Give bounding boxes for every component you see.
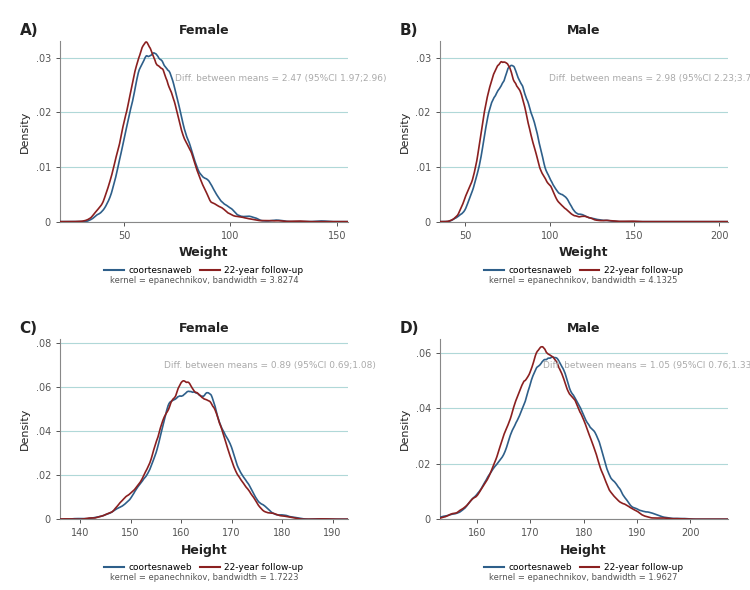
Text: kernel = epanechnikov, bandwidth = 3.8274: kernel = epanechnikov, bandwidth = 3.827… <box>110 276 298 285</box>
Text: A): A) <box>20 23 38 38</box>
Text: kernel = epanechnikov, bandwidth = 1.9627: kernel = epanechnikov, bandwidth = 1.962… <box>490 573 678 582</box>
Text: Diff. between means = 2.98 (95%CI 2.23;3.73): Diff. between means = 2.98 (95%CI 2.23;3… <box>549 74 750 83</box>
Text: kernel = epanechnikov, bandwidth = 4.1325: kernel = epanechnikov, bandwidth = 4.132… <box>490 276 678 285</box>
X-axis label: Weight: Weight <box>179 246 229 259</box>
Y-axis label: Density: Density <box>20 408 30 450</box>
Y-axis label: Density: Density <box>400 110 410 153</box>
Title: Male: Male <box>567 24 601 37</box>
Y-axis label: Density: Density <box>400 408 410 450</box>
Text: D): D) <box>400 321 419 336</box>
X-axis label: Weight: Weight <box>559 246 608 259</box>
Legend: coortesnaweb, 22-year follow-up: coortesnaweb, 22-year follow-up <box>101 262 307 278</box>
Text: C): C) <box>20 321 38 336</box>
X-axis label: Height: Height <box>560 544 607 557</box>
Text: Diff. between means = 1.05 (95%CI 0.76;1.33): Diff. between means = 1.05 (95%CI 0.76;1… <box>543 360 750 369</box>
Legend: coortesnaweb, 22-year follow-up: coortesnaweb, 22-year follow-up <box>101 560 307 576</box>
X-axis label: Height: Height <box>181 544 227 557</box>
Text: Diff. between means = 2.47 (95%CI 1.97;2.96): Diff. between means = 2.47 (95%CI 1.97;2… <box>175 74 386 83</box>
Title: Female: Female <box>178 322 230 335</box>
Text: kernel = epanechnikov, bandwidth = 1.7223: kernel = epanechnikov, bandwidth = 1.722… <box>110 573 298 582</box>
Title: Male: Male <box>567 322 601 335</box>
Y-axis label: Density: Density <box>20 110 30 153</box>
Title: Female: Female <box>178 24 230 37</box>
Text: B): B) <box>400 23 418 38</box>
Legend: coortesnaweb, 22-year follow-up: coortesnaweb, 22-year follow-up <box>481 560 686 576</box>
Text: Diff. between means = 0.89 (95%CI 0.69;1.08): Diff. between means = 0.89 (95%CI 0.69;1… <box>164 360 376 369</box>
Legend: coortesnaweb, 22-year follow-up: coortesnaweb, 22-year follow-up <box>481 262 686 278</box>
